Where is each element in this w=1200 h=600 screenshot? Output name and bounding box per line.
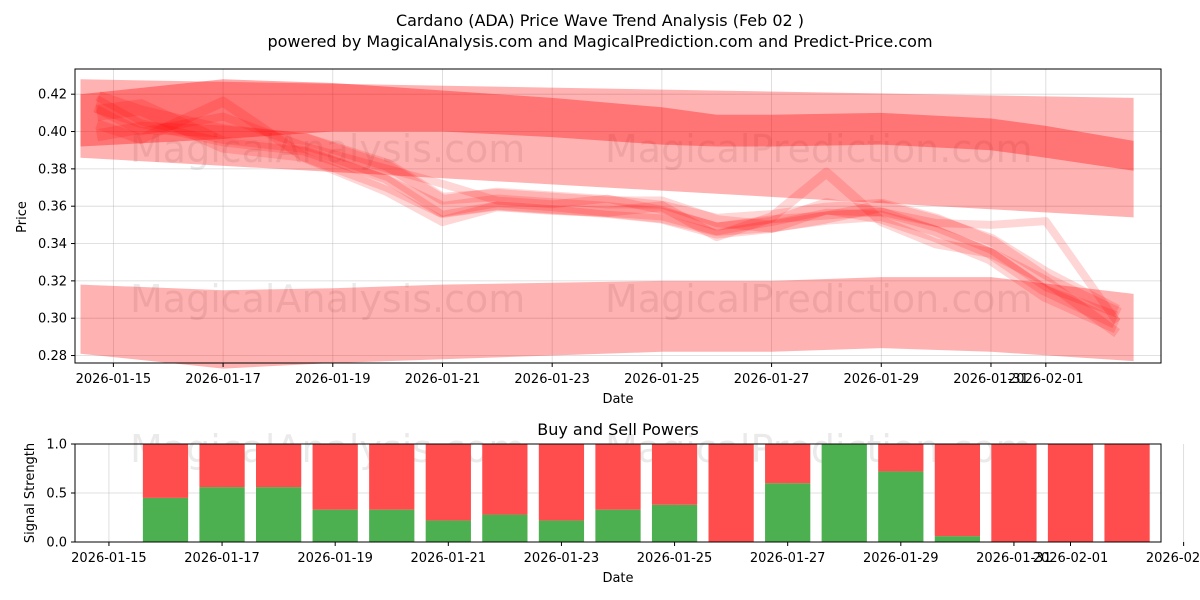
buy-sell-title: Buy and Sell Powers	[537, 420, 699, 439]
sell-bar	[482, 444, 528, 515]
signal-bars	[142, 444, 1150, 542]
price-watermarks: MagicalAnalysis.com MagicalPrediction.co…	[130, 127, 1033, 321]
x-tick-label: 2026-02-03	[1146, 551, 1200, 566]
x-tick-label: 2026-01-27	[750, 551, 826, 566]
price-y-axis: 0.28 0.30 0.32 0.34 0.36 0.38 0.40 0.42	[38, 88, 75, 364]
x-tick-label: 2026-01-29	[843, 372, 919, 387]
buy-bar	[256, 487, 302, 542]
sell-bar	[651, 444, 698, 505]
price-x-label: Date	[602, 392, 633, 407]
x-tick-label: 2026-01-23	[524, 551, 600, 566]
price-x-axis: 2026-01-15 2026-01-17 2026-01-19 2026-01-21…	[76, 363, 1084, 387]
sell-bar	[1104, 444, 1150, 542]
sell-bar	[369, 444, 415, 510]
buy-bar	[142, 497, 189, 542]
sell-bar	[595, 444, 641, 510]
sell-bar	[425, 444, 471, 521]
price-wave-line	[95, 95, 1119, 318]
sell-bar	[991, 444, 1037, 542]
trend-bands	[80, 79, 1134, 369]
y-tick-label: 0.40	[38, 125, 67, 140]
watermark-left: MagicalAnalysis.com	[130, 277, 525, 321]
price-wave-line	[95, 99, 1121, 334]
x-tick-label: 2026-01-17	[185, 372, 261, 387]
sell-bar	[878, 444, 924, 472]
buy-bar	[595, 509, 641, 542]
y-tick-label: 0.28	[38, 349, 67, 364]
buy-bar	[425, 520, 471, 542]
y-tick-label: 0.36	[38, 200, 67, 215]
y-tick-label: 0.38	[38, 162, 67, 177]
chart-title: Cardano (ADA) Price Wave Trend Analysis …	[396, 11, 804, 30]
price-wave-chart: MagicalAnalysis.com MagicalPrediction.co…	[15, 68, 1162, 407]
x-tick-label: 2026-01-21	[405, 372, 481, 387]
x-tick-label: 2026-01-19	[297, 551, 373, 566]
x-tick-label: 2026-01-23	[514, 372, 590, 387]
x-tick-label: 2026-01-21	[411, 551, 487, 566]
signal-x-label: Date	[602, 571, 633, 586]
buy-bar	[538, 520, 585, 542]
buy-bar	[369, 509, 415, 542]
sell-bar	[934, 444, 980, 537]
price-grid	[75, 69, 1161, 363]
x-tick-label: 2026-01-15	[76, 372, 152, 387]
x-tick-label: 2026-01-31	[976, 551, 1052, 566]
price-wave-line	[95, 96, 1121, 338]
y-tick-label: 0.5	[46, 487, 67, 502]
price-wave-line	[95, 121, 1120, 317]
sell-bar	[142, 444, 189, 498]
buy-bar	[312, 509, 358, 542]
sell-bar	[199, 444, 245, 488]
buy-bar	[934, 536, 980, 542]
sell-bar	[765, 444, 811, 484]
trend-band	[80, 79, 1134, 218]
signal-y-axis: 0.0 0.5 1.0	[46, 438, 75, 551]
sell-bar	[538, 444, 585, 521]
sell-bar	[708, 444, 754, 542]
price-y-label: Price	[15, 201, 30, 233]
y-tick-label: 0.32	[38, 274, 67, 289]
watermark-left: MagicalAnalysis.com	[130, 127, 525, 171]
x-tick-label: 2026-01-25	[637, 551, 713, 566]
buy-bar	[651, 504, 698, 542]
x-tick-label: 2026-01-17	[184, 551, 260, 566]
y-tick-label: 0.30	[38, 312, 67, 327]
x-tick-label: 2026-02-01	[1008, 372, 1084, 387]
x-tick-label: 2026-01-29	[863, 551, 939, 566]
buy-bar	[821, 444, 867, 542]
sell-bar	[312, 444, 358, 510]
trend-band	[80, 79, 1134, 171]
x-tick-label: 2026-01-27	[734, 372, 810, 387]
sell-bar	[1047, 444, 1094, 542]
price-wave-line	[95, 105, 1121, 325]
x-tick-label: 2026-01-19	[295, 372, 371, 387]
sell-bar	[256, 444, 302, 488]
buy-bar	[482, 514, 528, 542]
x-tick-label: 2026-01-25	[624, 372, 700, 387]
x-tick-label: 2026-01-15	[71, 551, 147, 566]
price-waves	[93, 91, 1122, 338]
signal-y-label: Signal Strength	[23, 443, 38, 543]
y-tick-label: 0.0	[46, 536, 67, 551]
price-wave-line	[93, 91, 1122, 329]
buy-bar	[199, 487, 245, 542]
y-tick-label: 0.34	[38, 237, 67, 252]
watermark-right: MagicalPrediction.com	[605, 277, 1033, 321]
y-tick-label: 0.42	[38, 88, 67, 103]
signal-x-axis: 2026-01-15 2026-01-17 2026-01-19 2026-01-21…	[71, 542, 1200, 566]
price-plot-frame	[74, 68, 1162, 364]
x-tick-label: 2026-02-01	[1033, 551, 1109, 566]
y-tick-label: 1.0	[46, 438, 67, 453]
buy-sell-chart: Buy and Sell Powers MagicalAnalysis.com …	[23, 420, 1200, 586]
buy-bar	[878, 471, 924, 542]
x-tick-label: 2026-01-31	[953, 372, 1029, 387]
watermark-right: MagicalPrediction.com	[605, 127, 1033, 171]
buy-bar	[765, 483, 811, 542]
trend-band	[80, 277, 1134, 369]
chart-subtitle: powered by MagicalAnalysis.com and Magic…	[267, 32, 932, 51]
